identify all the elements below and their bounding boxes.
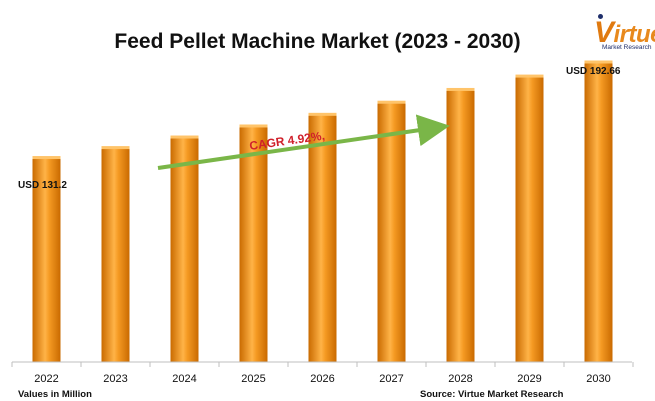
bar-2023 — [101, 148, 130, 362]
logo-wordmark: Virtue — [594, 16, 655, 50]
bar-cap-2027 — [377, 100, 406, 104]
x-tick-label-2022: 2022 — [34, 373, 58, 385]
bar-2028 — [446, 89, 475, 363]
x-tick-label-2024: 2024 — [172, 373, 196, 385]
bar-cap-2023 — [101, 146, 130, 150]
bar-cap-2028 — [446, 87, 475, 91]
x-tick-label-2025: 2025 — [241, 373, 265, 385]
x-tick-label-2030: 2030 — [586, 373, 610, 385]
data-label-first: USD 131.2 — [18, 180, 67, 191]
x-tick-labels: 2022 2023 2024 2025 2026 2027 2028 2029 2030 — [34, 373, 610, 385]
source-note: Source: Virtue Market Research — [420, 389, 564, 400]
units-note: Values in Million — [18, 389, 92, 400]
x-tick-label-2027: 2027 — [379, 373, 403, 385]
logo-initial: V — [594, 16, 614, 49]
data-label-last: USD 192.66 — [566, 66, 621, 77]
bar-2025 — [239, 126, 268, 363]
x-tick-label-2026: 2026 — [310, 373, 334, 385]
bar-2026 — [308, 114, 337, 362]
bar-2022 — [32, 158, 61, 362]
virtue-logo: Virtue Market Research — [584, 14, 655, 56]
bars — [32, 60, 613, 363]
bar-cap-2022 — [32, 156, 61, 160]
x-tick-label-2028: 2028 — [448, 373, 472, 385]
bar-2024 — [170, 137, 199, 362]
bar-cap-2029 — [515, 74, 544, 78]
bar-2027 — [377, 102, 406, 363]
x-ticks — [11, 362, 634, 367]
bar-2030 — [584, 62, 613, 362]
chart-title: Feed Pellet Machine Market (2023 - 2030) — [114, 30, 521, 53]
bar-2029 — [515, 76, 544, 363]
cagr-arrow — [157, 114, 450, 170]
logo-tagline: Market Research — [602, 44, 652, 51]
bar-cap-2030 — [584, 60, 613, 64]
bar-cap-2026 — [308, 112, 337, 116]
x-tick-label-2023: 2023 — [103, 373, 127, 385]
logo-word-rest: irtue — [613, 21, 655, 48]
logo-dot — [598, 14, 603, 19]
bar-cap-2025 — [239, 124, 268, 128]
x-tick-label-2029: 2029 — [517, 373, 541, 385]
bar-cap-2024 — [170, 135, 199, 139]
